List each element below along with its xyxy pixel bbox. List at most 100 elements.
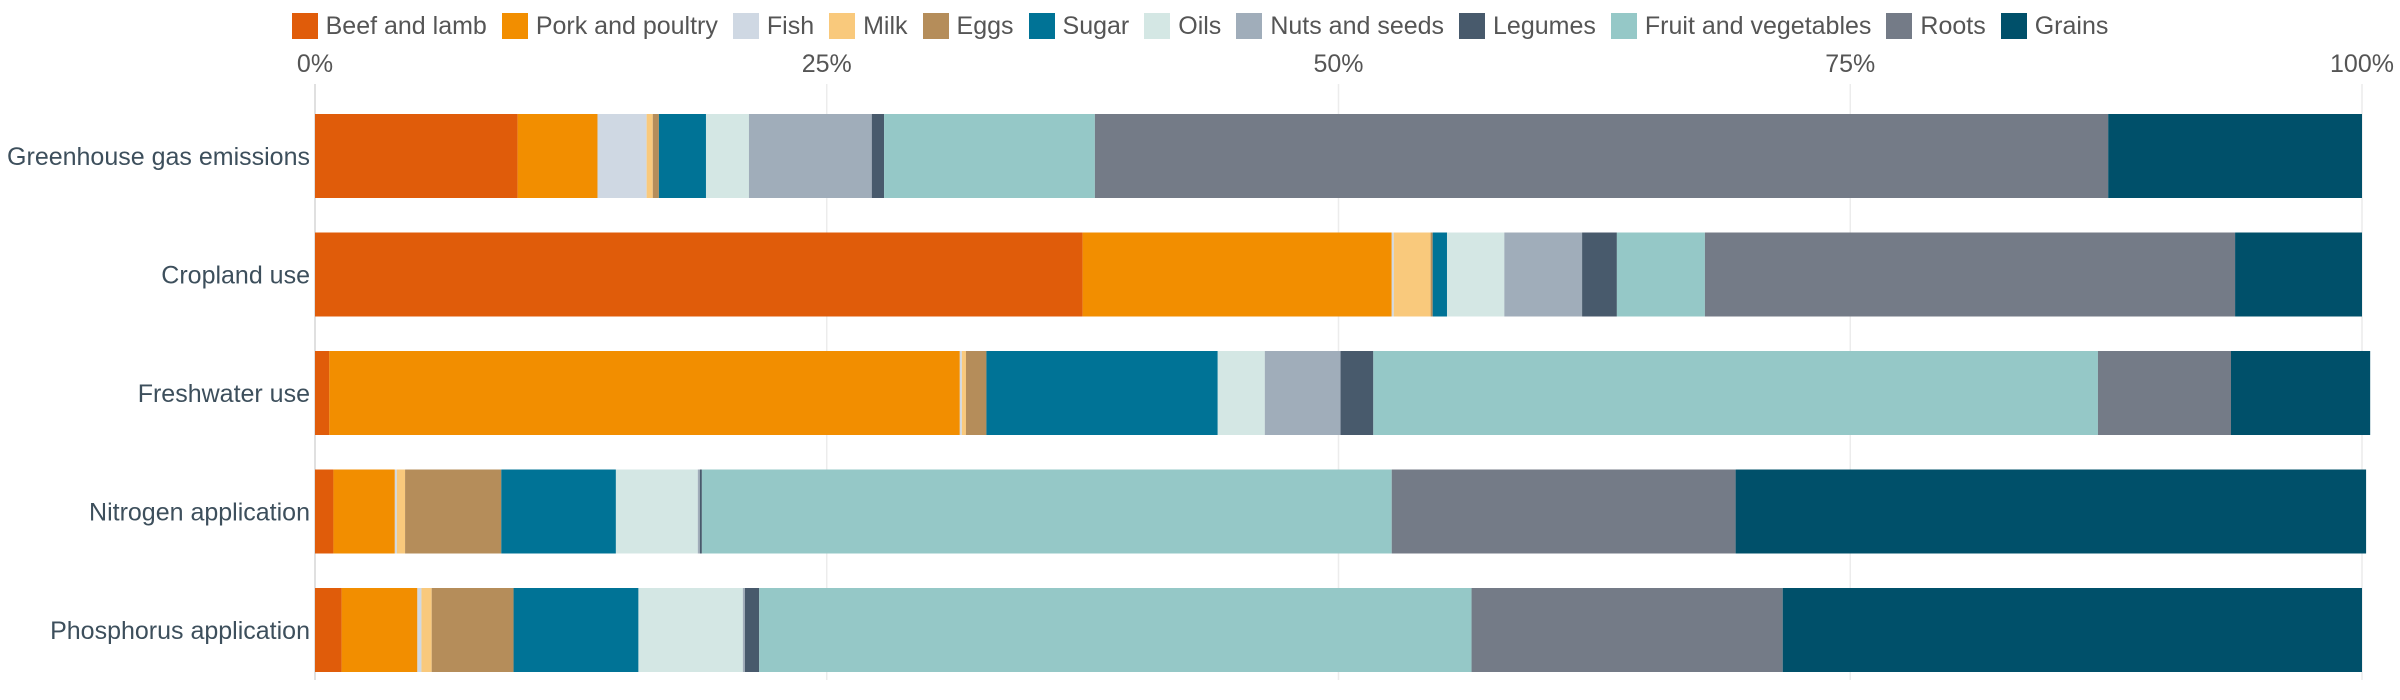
bar-segment-legumes	[744, 588, 760, 672]
bar-segment-sugar	[658, 114, 706, 198]
legend-item-roots: Roots	[1886, 11, 1986, 41]
bar-segment-oils	[1446, 232, 1505, 317]
legend-item-oils: Oils	[1144, 12, 1221, 41]
bar-segment-fruit-and-vegetables	[701, 469, 1392, 554]
category-label: Freshwater use	[138, 380, 310, 408]
bar-segment-pork-and-poultry	[333, 469, 395, 554]
legend-swatch	[1144, 13, 1171, 39]
bar-segment-fish	[394, 469, 397, 554]
legend-label: Fish	[766, 11, 815, 40]
bar-segment-fish	[417, 588, 422, 672]
bar-segment-roots	[1391, 469, 1736, 554]
bar-segment-milk	[396, 469, 406, 554]
legend-swatch	[501, 13, 528, 39]
bar-segment-nuts-and-seeds	[748, 114, 872, 198]
category-label: Cropland use	[161, 262, 310, 290]
chart-legend: Beef and lamb Pork and poultry Fish Milk Egg…	[0, 6, 2400, 46]
legend-label: Milk	[863, 11, 908, 40]
bar-segment-oils	[705, 114, 749, 198]
legend-item-grains: Grains	[2000, 12, 2108, 41]
bar-segment-milk	[421, 588, 432, 672]
bar-segment-oils	[1217, 351, 1265, 435]
bar-segment-pork-and-poultry	[341, 588, 418, 672]
bar-segment-legumes	[871, 114, 885, 198]
legend-swatch	[829, 13, 856, 39]
bar-segment-nuts-and-seeds	[1504, 232, 1583, 317]
legend-label: Roots	[1920, 11, 1986, 40]
bar-segment-sugar	[501, 469, 616, 554]
bar-segment-eggs	[965, 351, 987, 435]
legend-item-milk: Milk	[829, 11, 908, 41]
bar-segment-eggs	[405, 469, 502, 554]
bar-segment-beef-and-lamb	[315, 469, 334, 554]
bar-segment-roots	[1704, 232, 2236, 317]
legend-swatch	[1610, 13, 1637, 39]
legend-item-sugar: Sugar	[1028, 11, 1130, 41]
bar-segment-grains	[1735, 469, 2367, 554]
legend-swatch	[291, 13, 318, 39]
legend-item-beef-and-lamb: Beef and lamb	[291, 11, 487, 41]
bar-segment-roots	[2097, 351, 2231, 435]
legend-label: Fruit and vegetables	[1644, 11, 1872, 40]
bar-segment-eggs	[1430, 232, 1433, 317]
x-tick-label: 75%	[1825, 50, 1875, 78]
legend-item-eggs: Eggs	[922, 11, 1014, 41]
bar-segment-nuts-and-seeds	[1264, 351, 1341, 435]
legend-label: Sugar	[1062, 11, 1130, 40]
legend-swatch	[732, 13, 759, 39]
bar-segment-fruit-and-vegetables	[759, 588, 1472, 672]
bar-segment-roots	[1094, 114, 2109, 198]
legend-swatch	[1886, 13, 1913, 39]
legend-item-legumes: Legumes	[1459, 12, 1596, 41]
legend-item-pork-and-poultry: Pork and poultry	[501, 11, 718, 41]
bar-segment-sugar	[513, 588, 639, 672]
bar-segment-beef-and-lamb	[315, 351, 330, 435]
bar-segment-milk	[1393, 232, 1431, 317]
bar-segment-pork-and-poultry	[517, 114, 598, 198]
bar-segment-oils	[638, 588, 743, 672]
bar-segment-beef-and-lamb	[315, 114, 518, 198]
bar-segment-roots	[1471, 588, 1783, 672]
bar-segment-oils	[615, 469, 698, 554]
bar-segment-beef-and-lamb	[315, 232, 1083, 317]
bar-segment-legumes	[1582, 232, 1617, 317]
bar-segment-nuts-and-seeds	[697, 469, 700, 554]
bar-segment-sugar	[1432, 232, 1447, 317]
bar-segment-fruit-and-vegetables	[884, 114, 1095, 198]
x-tick-label: 0%	[297, 50, 333, 78]
bar-segment-pork-and-poultry	[329, 351, 960, 435]
bar-segment-eggs	[431, 588, 514, 672]
bar-segment-milk	[961, 351, 966, 435]
legend-label: Pork and poultry	[535, 11, 718, 40]
bar-segment-fruit-and-vegetables	[1373, 351, 2098, 435]
bar-segment-nuts-and-seeds	[742, 588, 745, 672]
bar-segment-legumes	[699, 469, 702, 554]
legend-item-nuts-and-seeds: Nuts and seeds	[1236, 12, 1444, 41]
bar-segment-fish	[1391, 232, 1394, 317]
bar-segment-grains	[1782, 588, 2362, 672]
bar-segment-fish	[959, 351, 962, 435]
legend-swatch	[1459, 13, 1486, 39]
legend-label: Oils	[1178, 11, 1222, 40]
legend-item-fruit-and-vegetables: Fruit and vegetables	[1610, 11, 1872, 41]
bar-segment-grains	[2235, 232, 2362, 317]
legend-swatch	[922, 13, 949, 39]
bar-segment-milk	[646, 114, 653, 198]
legend-label: Nuts and seeds	[1270, 11, 1445, 40]
bar-segment-sugar	[986, 351, 1218, 435]
legend-label: Beef and lamb	[325, 11, 487, 40]
category-label: Nitrogen application	[89, 499, 310, 527]
bar-segment-fish	[597, 114, 647, 198]
category-label: Phosphorus application	[50, 617, 310, 645]
bar-segment-beef-and-lamb	[315, 588, 342, 672]
bar-segment-fruit-and-vegetables	[1616, 232, 1705, 317]
legend-swatch	[1028, 13, 1055, 39]
x-tick-label: 100%	[2330, 50, 2394, 78]
legend-label: Eggs	[956, 11, 1014, 40]
bar-segment-eggs	[652, 114, 659, 198]
x-tick-label: 25%	[802, 50, 852, 78]
bar-segment-grains	[2108, 114, 2362, 198]
bar-segment-pork-and-poultry	[1082, 232, 1392, 317]
legend-label: Legumes	[1493, 11, 1596, 40]
